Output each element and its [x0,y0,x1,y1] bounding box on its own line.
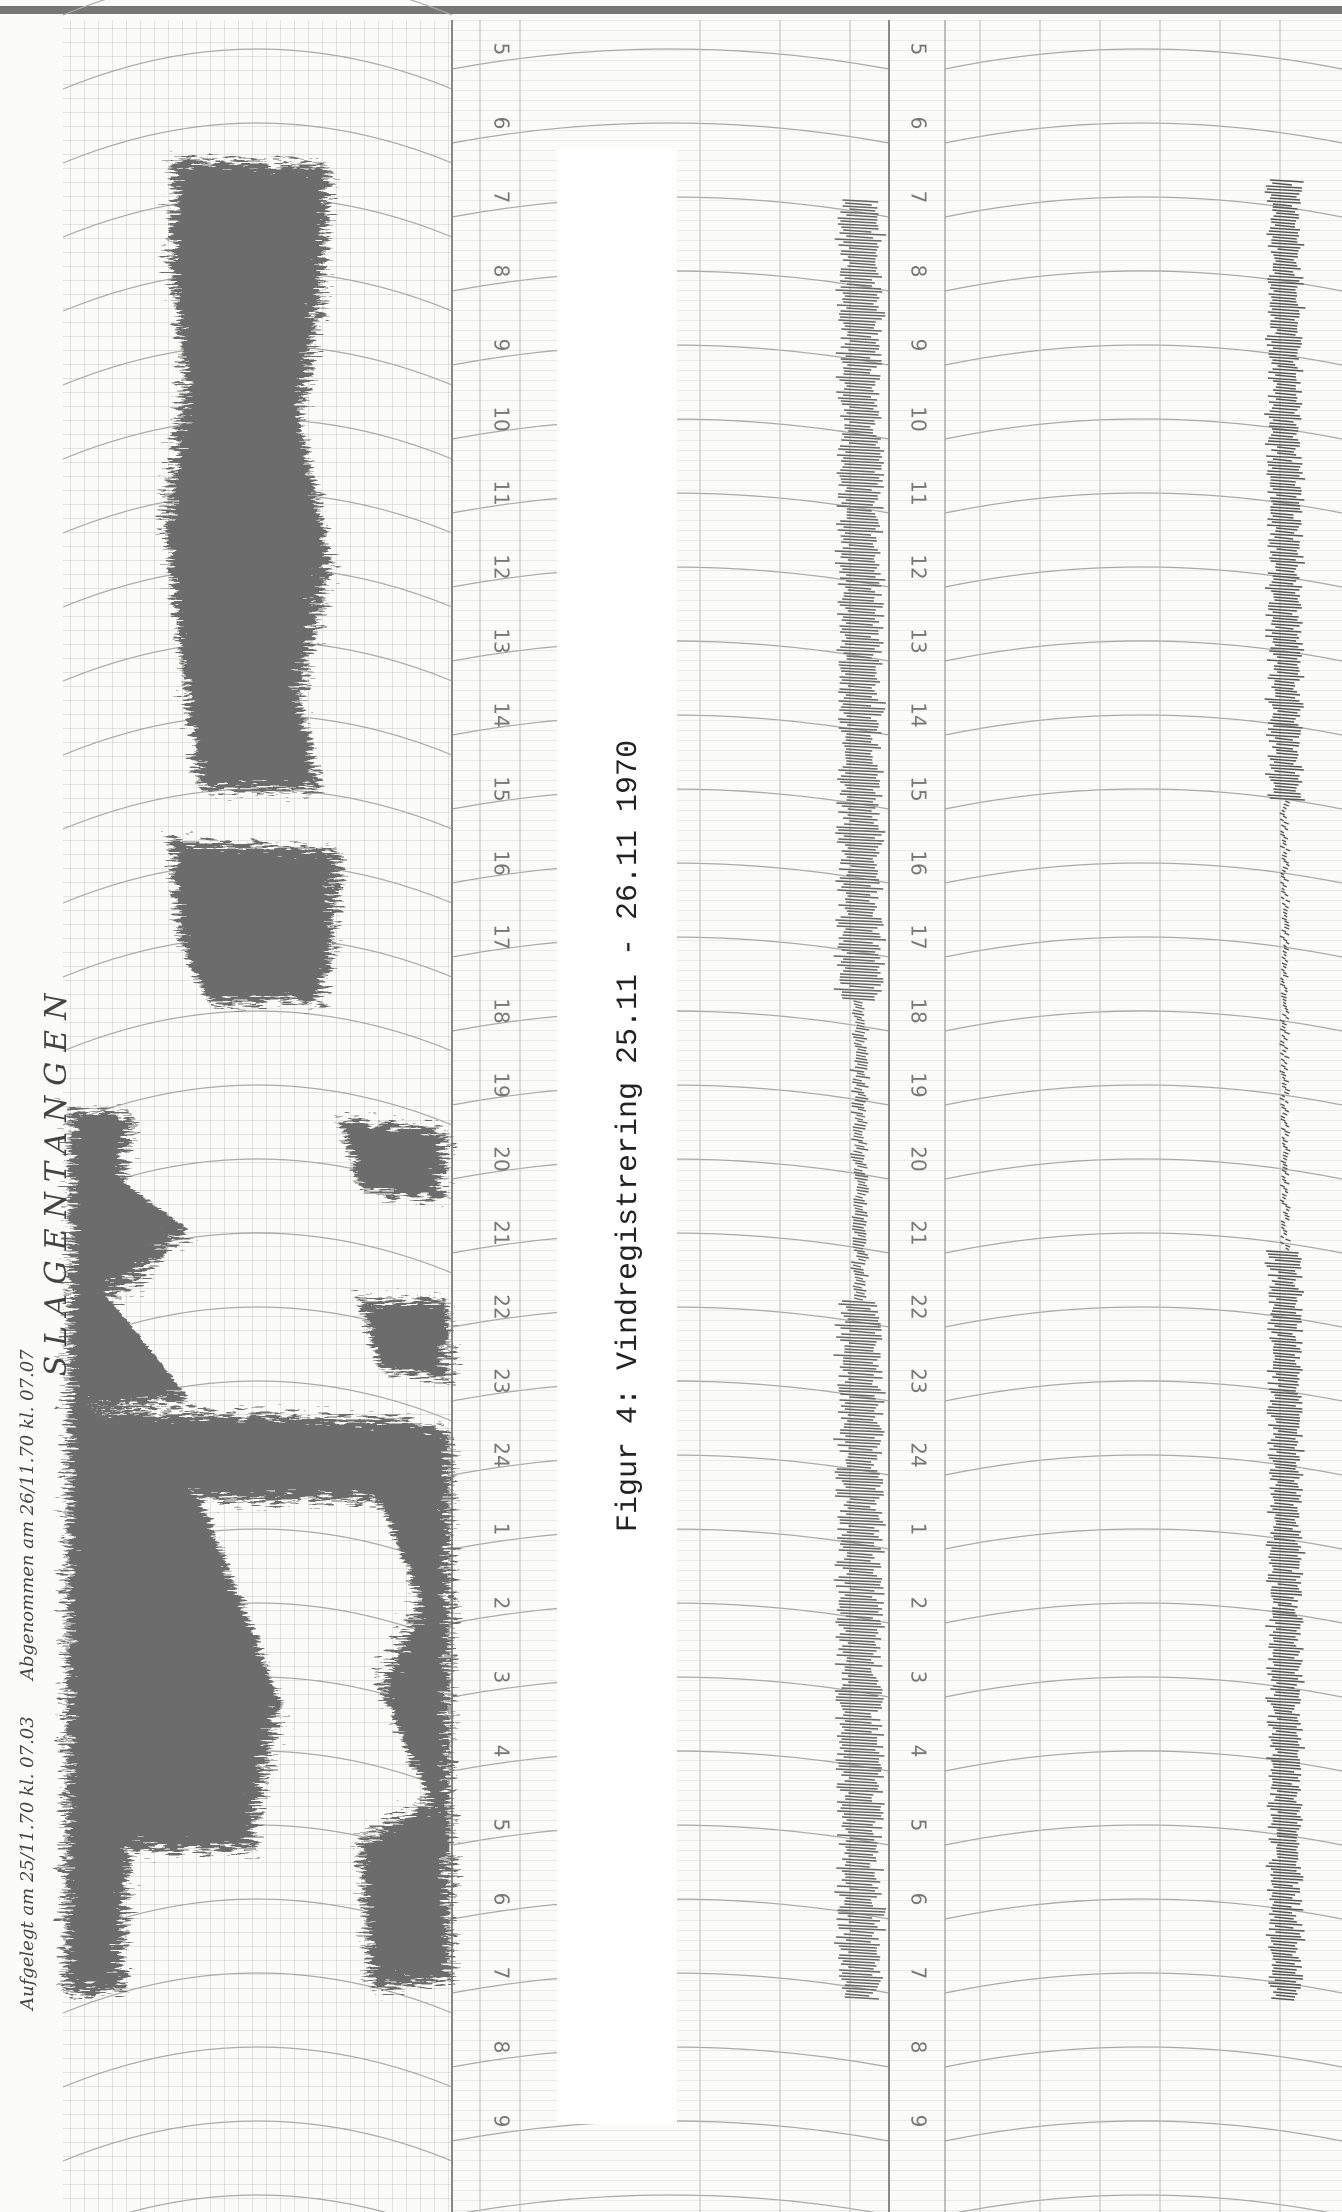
hour-label: 15 [490,776,514,801]
hour-label: 18 [907,998,931,1023]
hour-label: 6 [490,117,514,130]
hour-label: 14 [490,702,514,727]
hour-label: 8 [907,265,931,278]
removed-note: Abgenommen am 26/11.70 kl. 07.07 [17,1349,38,1682]
hour-label: 7 [907,1967,931,1980]
hour-label: 5 [490,1819,514,1832]
hour-label: 1 [490,1523,514,1536]
hour-label: 24 [907,1442,931,1467]
top-edge [0,6,1342,14]
scanned-page: Figur 4: Vindregistrering 25.11 - 26.11 … [0,0,1342,2212]
hour-label: 5 [490,43,514,56]
hour-label: 1 [907,1523,931,1536]
hour-label: 22 [490,1294,514,1319]
hour-label: 8 [907,2041,931,2054]
hour-label: 2 [907,1597,931,1610]
hour-label: 11 [490,480,514,505]
hour-label: 17 [490,924,514,949]
hour-label: 9 [907,339,931,352]
hour-label: 5 [907,43,931,56]
hour-label: 10 [490,406,514,431]
hour-label: 7 [490,1967,514,1980]
hour-label: 8 [490,265,514,278]
hour-label: 3 [907,1671,931,1684]
caption: Figur 4: Vindregistrering 25.11 - 26.11 … [612,740,646,1532]
hour-label: 3 [490,1671,514,1684]
hour-label: 14 [907,702,931,727]
hour-label: 4 [490,1745,514,1758]
hour-label: 13 [490,628,514,653]
hour-label: 13 [907,628,931,653]
hour-label: 22 [907,1294,931,1319]
hour-label: 18 [490,998,514,1023]
hour-label: 24 [490,1442,514,1467]
hour-label: 5 [907,1819,931,1832]
station-name: SLAGENTANGEN [39,984,74,1377]
hour-label: 23 [490,1368,514,1393]
hour-label: 21 [490,1220,514,1245]
hour-label: 15 [907,776,931,801]
hour-label: 20 [490,1146,514,1171]
mounted-note: Aufgelegt am 25/11.70 kl. 07.03 [17,1716,38,2012]
hour-label: 23 [907,1368,931,1393]
hour-label: 6 [907,117,931,130]
hour-label: 8 [490,2041,514,2054]
hour-label: 20 [907,1146,931,1171]
hour-label: 17 [907,924,931,949]
hour-label: 16 [907,850,931,875]
hour-label: 19 [907,1072,931,1097]
hour-label: 10 [907,406,931,431]
hour-label: 2 [490,1597,514,1610]
hour-label: 4 [907,1745,931,1758]
hour-label: 9 [490,339,514,352]
hour-label: 9 [490,2115,514,2128]
hour-label: 21 [907,1220,931,1245]
hour-label: 7 [490,191,514,204]
hour-label: 12 [907,554,931,579]
hour-label: 6 [907,1893,931,1906]
hour-label: 12 [490,554,514,579]
hour-label: 7 [907,191,931,204]
hour-label: 11 [907,480,931,505]
hour-label: 9 [907,2115,931,2128]
hour-label: 19 [490,1072,514,1097]
hour-label: 16 [490,850,514,875]
hour-label: 6 [490,1893,514,1906]
